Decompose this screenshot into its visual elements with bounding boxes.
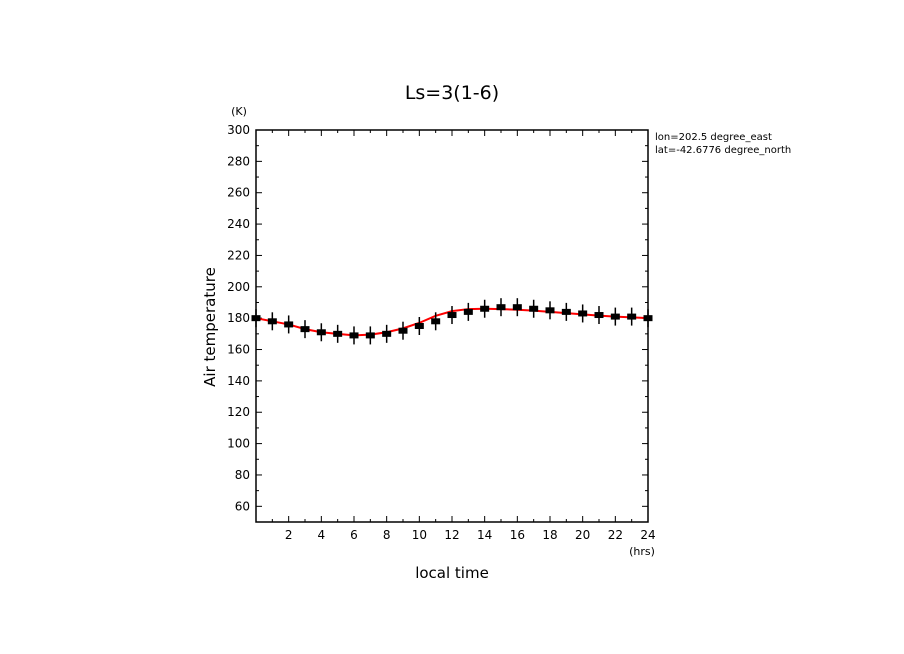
data-point	[561, 302, 571, 321]
data-point	[382, 324, 392, 343]
point-marker	[610, 313, 620, 320]
point-marker	[561, 308, 571, 315]
y-axis-label: Air temperature	[201, 267, 219, 387]
data-point	[365, 326, 375, 345]
x-tick-label: 14	[477, 528, 492, 542]
point-marker	[349, 332, 359, 339]
data-point	[398, 321, 408, 340]
y-tick-label: 220	[227, 248, 250, 262]
data-point	[333, 324, 343, 343]
y-tick-label: 60	[235, 499, 250, 513]
y-tick-label: 100	[227, 437, 250, 451]
data-point	[529, 299, 539, 318]
data-point	[414, 317, 424, 335]
chart-title: Ls=3(1-6)	[405, 82, 499, 104]
x-tick-label: 10	[412, 528, 427, 542]
data-point	[349, 326, 359, 345]
point-marker	[480, 305, 490, 312]
point-marker	[414, 323, 424, 329]
y-tick-label: 240	[227, 217, 250, 231]
point-marker	[578, 310, 588, 317]
data-point	[267, 312, 277, 331]
x-tick-label: 4	[318, 528, 326, 542]
x-tick-label: 6	[350, 528, 358, 542]
data-point	[578, 304, 588, 323]
point-marker	[545, 307, 555, 314]
point-marker	[512, 304, 522, 311]
y-tick-label: 160	[227, 343, 250, 357]
x-tick-label: 8	[383, 528, 391, 542]
point-marker	[496, 304, 506, 311]
x-tick-label: 2	[285, 528, 293, 542]
y-tick-label: 260	[227, 186, 250, 200]
y-tick-label: 200	[227, 280, 250, 294]
data-point	[447, 306, 457, 325]
x-tick-label: 20	[575, 528, 590, 542]
y-tick-label: 180	[227, 311, 250, 325]
annotation-lon: lon=202.5 degree_east	[655, 132, 772, 143]
data-point	[627, 307, 637, 326]
annotation-lat: lat=-42.6776 degree_north	[655, 145, 791, 156]
x-tick-label: 18	[542, 528, 557, 542]
point-marker	[431, 318, 441, 325]
point-marker	[267, 318, 277, 325]
markers-layer	[251, 298, 653, 345]
point-marker	[594, 312, 604, 319]
data-point	[496, 298, 506, 317]
y-tick-label: 80	[235, 468, 250, 482]
y-tick-label: 300	[227, 123, 250, 137]
point-marker	[398, 327, 408, 334]
x-tick-label: 16	[510, 528, 525, 542]
y-unit-label: (K)	[231, 105, 247, 118]
x-tick-label: 22	[608, 528, 623, 542]
point-marker	[627, 313, 637, 320]
data-point	[545, 301, 555, 320]
y-tick-label: 280	[227, 154, 250, 168]
x-tick-label: 12	[444, 528, 459, 542]
point-marker	[382, 330, 392, 337]
x-tick-label: 24	[640, 528, 655, 542]
data-point	[480, 299, 490, 318]
data-point	[594, 306, 604, 325]
x-unit-label: (hrs)	[629, 545, 655, 558]
point-marker	[365, 332, 375, 339]
data-point	[316, 323, 326, 342]
point-marker	[333, 330, 343, 337]
data-point	[284, 315, 294, 334]
plot-frame	[255, 129, 649, 523]
data-point	[463, 302, 473, 321]
data-point	[610, 307, 620, 326]
data-point	[431, 312, 441, 331]
point-marker	[316, 329, 326, 336]
point-marker	[463, 308, 473, 315]
x-axis-label: local time	[415, 564, 489, 582]
point-marker	[447, 312, 457, 319]
data-point	[512, 298, 522, 317]
point-marker	[300, 326, 310, 333]
y-tick-label: 120	[227, 405, 250, 419]
point-marker	[284, 321, 294, 328]
y-tick-label: 140	[227, 374, 250, 388]
data-point	[300, 320, 310, 339]
point-marker	[529, 305, 539, 312]
